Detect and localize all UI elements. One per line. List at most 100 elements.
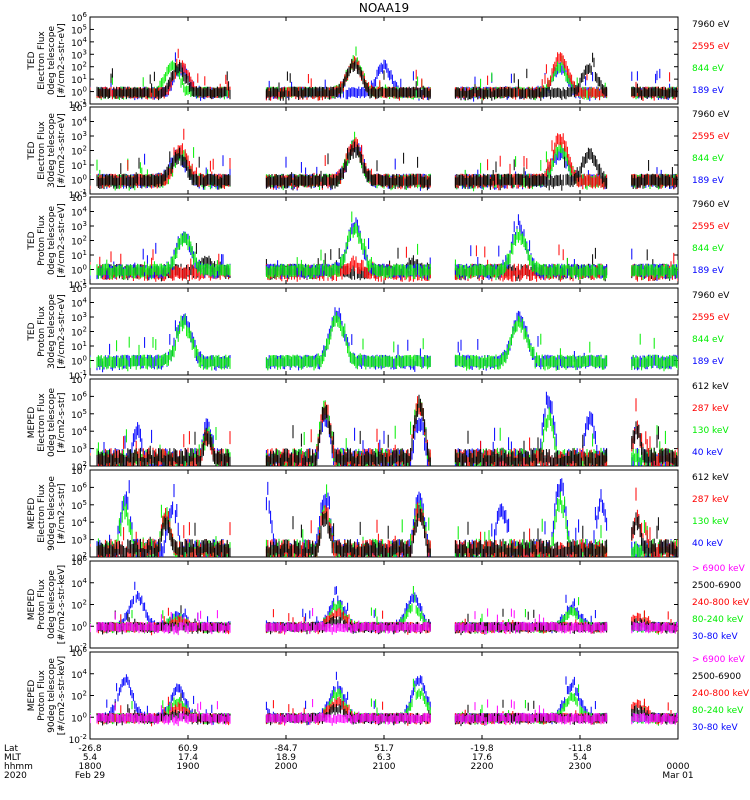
y-axis-label-line: MEPED [27, 498, 37, 530]
y-axis-label-line: Electron Flux [37, 121, 47, 180]
x-tick-label: Feb 29 [75, 771, 106, 781]
y-tick-label: 103 [71, 534, 87, 547]
y-tick-label: 106 [71, 390, 87, 403]
y-axis-label-line: Electron Flux [37, 31, 47, 90]
y-axis-label-line: 0deg telescope [47, 570, 57, 640]
legend-entry: 2500-6900 [692, 581, 741, 591]
x-row-label: Lat [4, 744, 19, 754]
legend-entry: 2595 eV [692, 313, 730, 323]
legend-entry: 612 keV [692, 473, 729, 483]
series-612-kev [90, 394, 678, 466]
y-tick-label: 104 [71, 425, 87, 438]
legend-entry: 2500-6900 [692, 672, 741, 682]
legend-entry: 240-800 keV [692, 598, 750, 608]
x-tick-label: 6.3 [377, 753, 391, 763]
panel-meped-p-90: 10-2 100 102 104 106 MEPED Proton Flux 90deg te… [27, 646, 750, 746]
series-group [90, 391, 678, 466]
plot-title: NOAA19 [359, 1, 409, 15]
legend-entry: > 6900 keV [692, 655, 746, 665]
y-tick-label: 107 [71, 464, 87, 477]
legend-entry: 7960 eV [692, 291, 730, 301]
legend-entry: > 6900 keV [692, 564, 746, 574]
panel-meped-p-0: 10-2 100 102 104 106 MEPED Proton Flux 0deg tel… [27, 555, 750, 655]
y-axis-label-line: 30deg telescope [47, 294, 57, 369]
y-tick-label: 10-1 [69, 98, 87, 111]
y-tick-label: 102 [71, 61, 87, 74]
legend-entry: 844 eV [692, 244, 725, 254]
y-tick-label: 100 [71, 174, 87, 187]
x-tick-label: 5.4 [573, 753, 588, 763]
y-tick-label: 105 [71, 408, 87, 421]
y-tick-label: 102 [71, 599, 87, 612]
legend-entry: 189 eV [692, 266, 725, 276]
y-tick-label: 107 [71, 373, 87, 386]
y-tick-label: 100 [71, 355, 87, 368]
x-tick-label: 60.9 [178, 744, 198, 754]
legend-entry: 844 eV [692, 154, 725, 164]
series-group [90, 671, 678, 727]
x-tick-label: 2300 [569, 762, 592, 772]
x-tick-label: -11.8 [568, 744, 592, 754]
y-tick-label: 104 [71, 116, 87, 129]
y-tick-label: 10-1 [69, 278, 87, 291]
series-844-ev [90, 312, 678, 372]
x-tick-label: 2100 [373, 762, 396, 772]
legend-entry: 189 eV [692, 176, 725, 186]
y-tick-label: 100 [71, 86, 87, 99]
y-axis-label-line: [#/cm2-s-str-eV] [57, 203, 67, 278]
y-axis-label-line: 90deg telescope [47, 658, 57, 733]
series--6900-kev [90, 608, 678, 636]
series-group [90, 211, 678, 282]
y-axis-label-line: [#/cm2-s-str-eV] [57, 294, 67, 369]
series-group [90, 478, 678, 557]
series-7960-ev [90, 141, 678, 191]
series-844-ev [90, 211, 678, 281]
y-tick-label: 106 [71, 481, 87, 494]
legend-entry: 287 keV [692, 404, 729, 414]
x-tick-label: Mar 01 [662, 771, 693, 781]
y-tick-label: 100 [71, 620, 87, 633]
y-tick-label: 103 [71, 48, 87, 61]
y-axis-label-line: TED [27, 231, 37, 250]
y-axis-label-line: MEPED [27, 680, 37, 712]
y-axis-label-line: [#/cm2-s-str] [57, 483, 67, 543]
y-tick-label: 102 [71, 690, 87, 703]
panel-meped-e-90: 102 103 104 105 106 107 MEPED Electron Flux 90de… [27, 464, 729, 564]
legend-entry: 844 eV [692, 64, 725, 74]
legend-entry: 287 keV [692, 495, 729, 505]
legend-entry: 7960 eV [692, 200, 730, 210]
y-tick-label: 10-1 [69, 369, 87, 382]
y-tick-label: 103 [71, 311, 87, 324]
legend-entry: 189 eV [692, 86, 725, 96]
x-tick-label: -19.8 [470, 744, 494, 754]
y-tick-label: 102 [71, 235, 87, 248]
y-tick-label: 103 [71, 130, 87, 143]
y-tick-label: 102 [71, 551, 87, 564]
y-tick-label: 105 [71, 101, 87, 114]
y-axis-label-line: Proton Flux [37, 306, 47, 357]
x-tick-label: 18.9 [276, 753, 296, 763]
legend-entry: 2595 eV [692, 222, 730, 232]
series-group [90, 128, 678, 192]
x-tick-label: 2000 [275, 762, 298, 772]
y-axis-label-line: TED [27, 141, 37, 160]
series-7960-ev [90, 52, 678, 101]
legend-entry: 130 keV [692, 426, 729, 436]
y-tick-label: 105 [71, 23, 87, 36]
legend-entry: 80-240 keV [692, 706, 744, 716]
y-tick-label: 10-2 [69, 733, 87, 746]
y-axis-label-line: Proton Flux [37, 579, 47, 630]
legend-entry: 40 keV [692, 539, 724, 549]
x-axis: Lat -26.8 60.9 -84.7 51.7 -19.8 -11.8 MLT 5.4 17.… [4, 744, 694, 781]
y-tick-label: 100 [71, 711, 87, 724]
legend-entry: 2595 eV [692, 42, 730, 52]
y-axis-label-line: Proton Flux [37, 215, 47, 266]
y-axis-label-line: [#/cm2-s-str] [57, 392, 67, 452]
legend-entry: 2595 eV [692, 132, 730, 142]
x-tick-label: 1900 [177, 762, 200, 772]
